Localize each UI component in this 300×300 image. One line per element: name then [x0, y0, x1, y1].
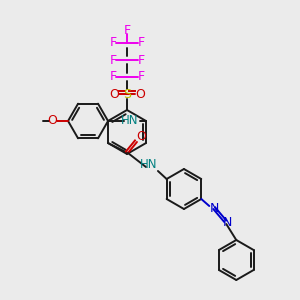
Text: O: O	[136, 130, 146, 143]
Text: N: N	[223, 217, 232, 230]
Text: S: S	[123, 88, 131, 100]
Text: F: F	[110, 37, 117, 50]
Text: F: F	[123, 25, 130, 38]
Text: O: O	[135, 88, 145, 100]
Text: HN: HN	[140, 158, 158, 172]
Text: F: F	[137, 70, 145, 83]
Text: F: F	[110, 53, 117, 67]
Text: N: N	[210, 202, 219, 214]
Text: O: O	[109, 88, 119, 100]
Text: F: F	[137, 53, 145, 67]
Text: F: F	[137, 37, 145, 50]
Text: O: O	[47, 115, 57, 128]
Text: HN: HN	[121, 113, 139, 127]
Text: F: F	[110, 70, 117, 83]
